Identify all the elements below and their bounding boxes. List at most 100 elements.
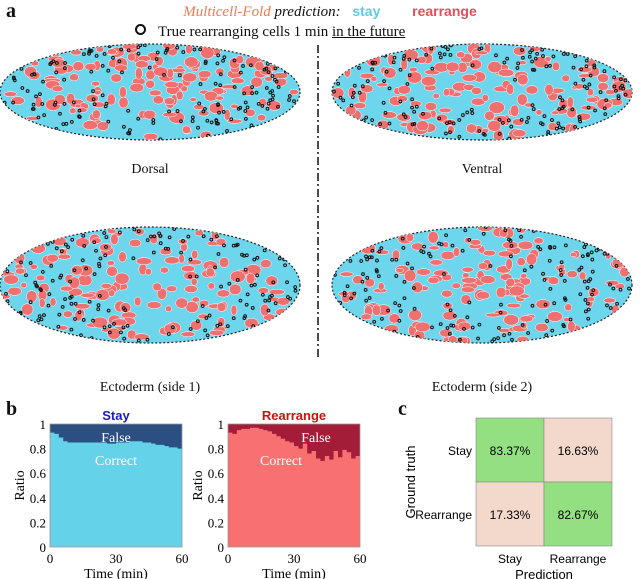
true-rearranging-marker	[190, 115, 195, 120]
true-rearranging-marker	[554, 126, 559, 131]
rearrange-cell	[166, 285, 178, 292]
true-rearranging-marker	[271, 93, 275, 98]
true-rearranging-marker	[535, 51, 540, 56]
x-tick-label: 60	[354, 551, 367, 566]
true-rearranging-marker	[476, 336, 480, 341]
rearrange-cell	[526, 253, 538, 266]
true-rearranging-marker	[561, 104, 566, 109]
true-rearranging-marker	[112, 321, 116, 326]
rearrange-cell	[411, 281, 423, 294]
true-rearranging-marker	[548, 245, 553, 250]
true-rearranging-marker	[470, 63, 475, 68]
true-rearranging-marker	[252, 282, 257, 287]
rearrange-cell	[51, 85, 64, 92]
true-rearranging-marker	[545, 319, 550, 323]
true-rearranging-marker	[352, 83, 357, 88]
true-rearranging-marker	[551, 54, 556, 59]
rearrange-cell	[505, 258, 513, 270]
true-rearranging-marker	[412, 109, 417, 114]
true-rearranging-marker	[163, 246, 168, 251]
rearrange-cell	[376, 82, 389, 88]
true-rearranging-marker	[235, 242, 240, 247]
true-rearranging-marker	[232, 58, 237, 63]
true-rearranging-marker	[221, 58, 225, 63]
true-rearranging-marker	[222, 55, 227, 60]
true-rearranging-marker	[227, 281, 232, 286]
true-rearranging-marker	[87, 51, 91, 56]
true-rearranging-marker	[421, 250, 426, 255]
true-rearranging-marker	[92, 272, 97, 277]
true-rearranging-marker	[540, 47, 545, 52]
rearrange-cell	[391, 249, 401, 261]
true-rearranging-marker	[235, 278, 240, 282]
true-rearranging-marker	[543, 302, 548, 307]
rearrange-cell	[397, 84, 411, 95]
rearrange-cell	[460, 277, 478, 284]
true-rearranging-marker	[490, 339, 495, 343]
true-rearranging-marker	[481, 131, 486, 136]
column-label: Rearrange	[550, 552, 607, 566]
embryo-cells	[332, 44, 632, 140]
rearrange-cell	[106, 265, 118, 277]
embryo-view-1	[331, 43, 633, 141]
rearrange-cell	[80, 292, 95, 298]
true-rearranging-marker	[424, 52, 429, 57]
rearrange-cell	[512, 129, 527, 138]
true-rearranging-marker	[242, 316, 247, 321]
false-label: False	[101, 431, 131, 446]
true-rearranging-marker	[483, 227, 488, 229]
true-rearranging-marker	[263, 298, 268, 303]
rearrange-cell	[364, 277, 375, 288]
true-rearranging-marker	[547, 63, 552, 68]
true-rearranging-marker	[12, 76, 16, 81]
true-rearranging-marker	[398, 67, 403, 72]
true-rearranging-marker	[87, 49, 92, 54]
true-rearranging-marker	[106, 119, 111, 124]
rearrange-cell	[488, 101, 505, 114]
panel-label-c: c	[398, 398, 407, 420]
rearrange-cell	[193, 103, 205, 110]
true-rearranging-marker	[448, 53, 453, 57]
true-rearranging-marker	[36, 318, 41, 323]
rearrange-cell	[603, 297, 616, 304]
column-label: Stay	[498, 552, 522, 566]
rearrange-cell	[229, 283, 242, 295]
false-area	[228, 424, 360, 547]
true-rearranging-marker	[119, 330, 123, 335]
true-rearranging-marker	[442, 272, 446, 276]
rearrange-cell	[477, 262, 489, 270]
rearrange-cell	[135, 257, 153, 265]
true-rearranging-marker	[57, 312, 62, 317]
rearrange-cell	[133, 296, 142, 307]
true-rearranging-marker	[463, 228, 468, 233]
true-rearranging-marker	[538, 247, 543, 252]
true-rearranging-marker	[31, 102, 36, 107]
true-rearranging-marker	[222, 243, 226, 248]
rearrange-cell	[586, 87, 594, 97]
true-rearranging-marker	[503, 228, 508, 233]
rearrange-cell	[453, 247, 461, 257]
rearrange-cell	[194, 230, 204, 237]
true-rearranging-marker	[32, 72, 37, 76]
rearrange-cell	[245, 272, 256, 285]
true-rearranging-marker	[505, 56, 510, 61]
true-rearranging-marker	[429, 46, 434, 51]
true-rearranging-marker	[197, 101, 202, 106]
true-rearranging-marker	[5, 269, 10, 274]
x-tick-label: 30	[288, 551, 301, 566]
rearrange-cell	[562, 317, 571, 322]
true-rearranging-marker	[81, 233, 86, 238]
rearrange-cell	[84, 63, 97, 71]
true-rearranging-marker	[541, 271, 545, 276]
true-rearranging-marker	[542, 278, 547, 282]
true-rearranging-marker	[536, 245, 541, 249]
true-rearranging-marker	[558, 268, 563, 272]
rearrange-cell	[384, 324, 399, 334]
true-rearranging-marker	[34, 283, 39, 288]
rearrange-cell	[505, 277, 516, 287]
plot-frame	[49, 423, 183, 548]
rearrange-cell	[26, 290, 38, 303]
true-rearranging-marker	[592, 65, 597, 70]
y-tick-label: 0.4	[30, 491, 47, 506]
rearrange-cell	[230, 304, 238, 316]
